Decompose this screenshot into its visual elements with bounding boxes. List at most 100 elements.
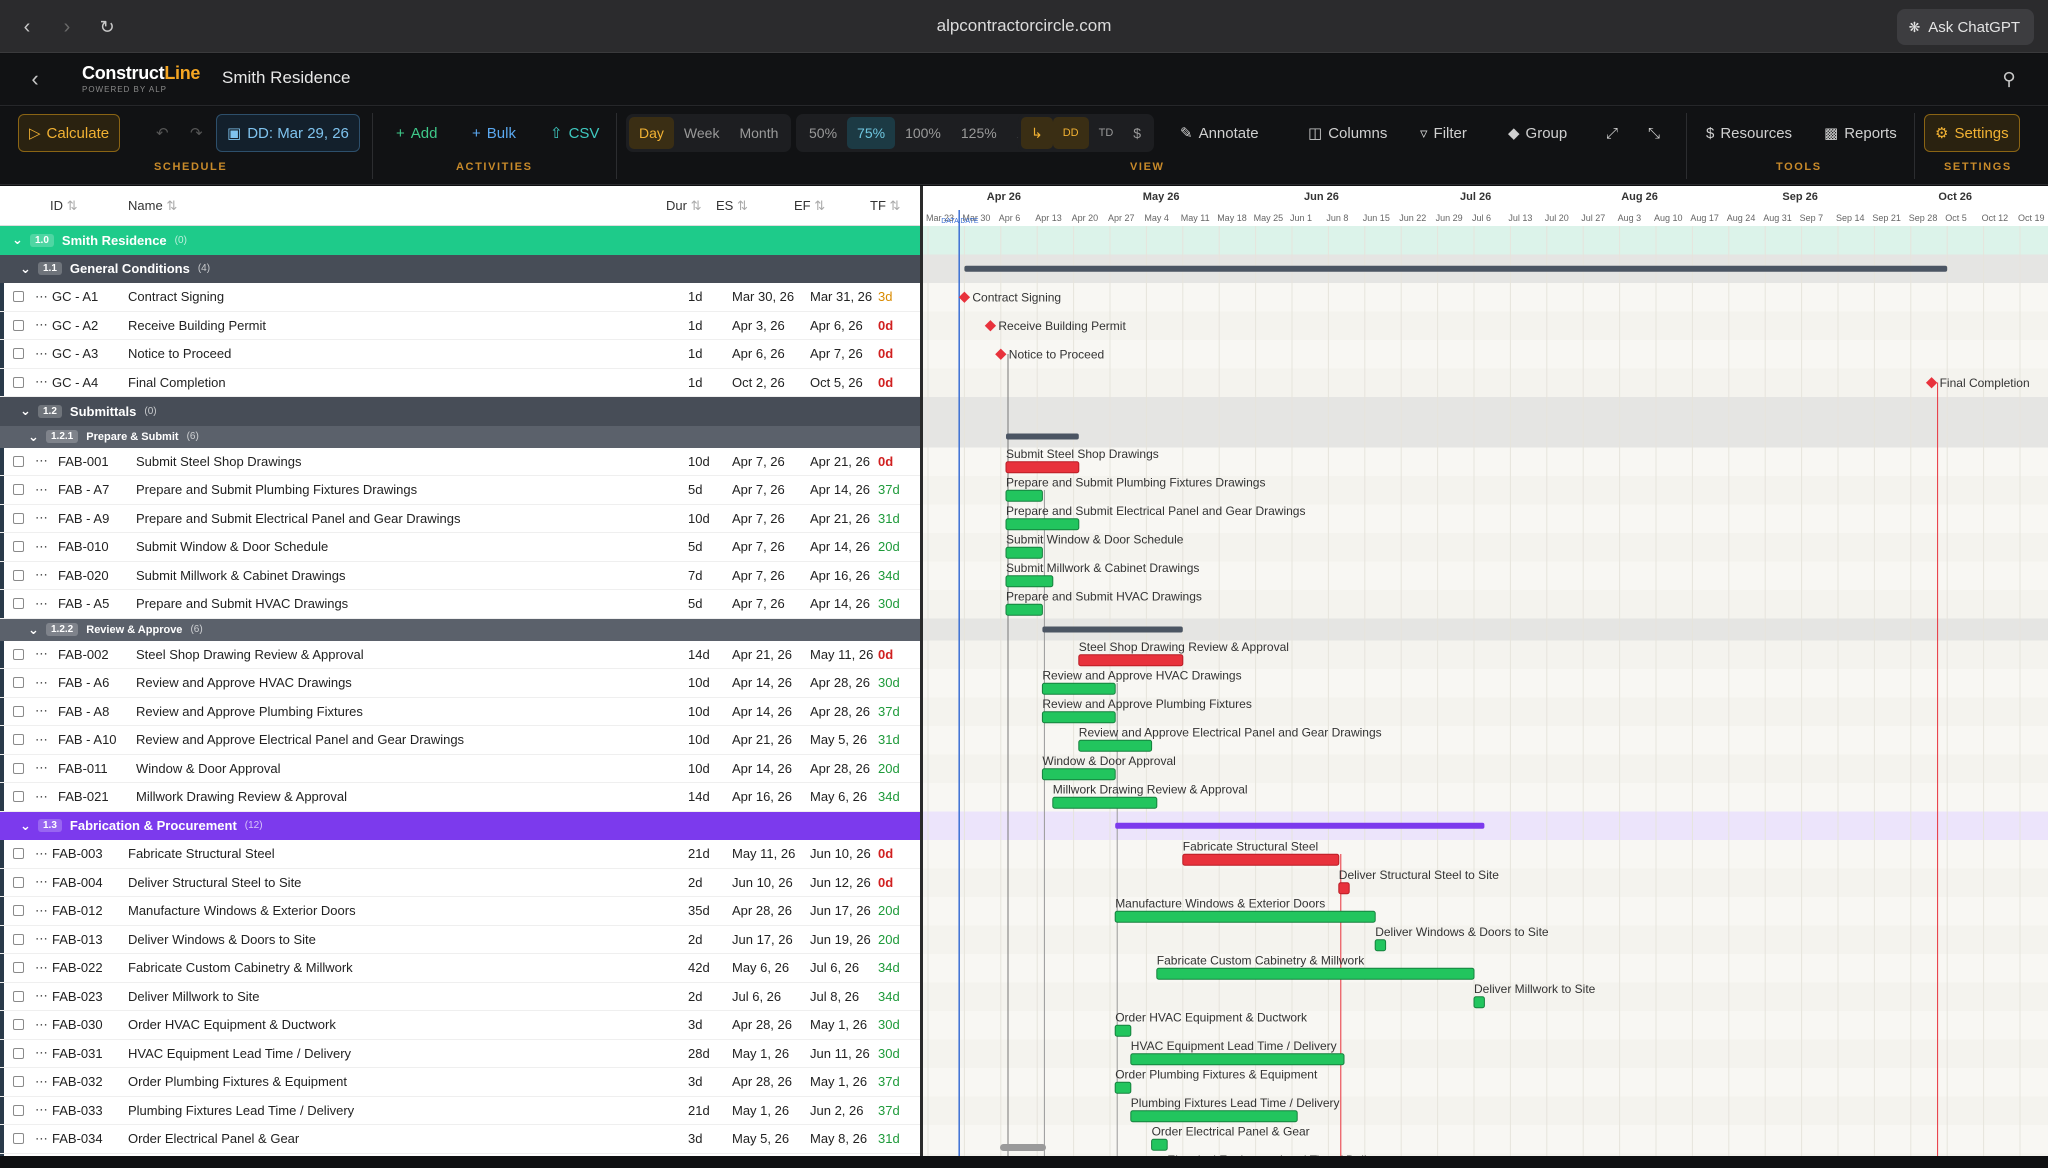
row-checkbox[interactable]	[13, 726, 24, 754]
table-row[interactable]: ⋯ GC - A3 Notice to Proceed 1d Apr 6, 26 Apr …	[0, 340, 922, 369]
csv-button[interactable]: ⇧ CSV	[540, 114, 609, 152]
table-row[interactable]: ⋯ FAB - A5 Prepare and Submit HVAC Drawing…	[0, 590, 922, 619]
td-toggle[interactable]: TD	[1098, 127, 1114, 139]
row-checkbox[interactable]	[13, 283, 24, 311]
row-checkbox[interactable]	[13, 983, 24, 1011]
table-row[interactable]: ⋯ FAB-012 Manufacture Windows & Exterior D…	[0, 897, 922, 926]
columns-button[interactable]: ◫ Columns	[1298, 114, 1397, 152]
table-row[interactable]: ⋯ FAB-002 Steel Shop Drawing Review & Appr…	[0, 640, 922, 669]
row-checkbox[interactable]	[13, 869, 24, 897]
row-checkbox[interactable]	[13, 641, 24, 669]
task-bar[interactable]	[1114, 1081, 1132, 1094]
row-menu-icon[interactable]: ⋯	[35, 731, 48, 747]
row-menu-icon[interactable]: ⋯	[35, 1130, 48, 1146]
table-row[interactable]: ⋯ FAB-003 Fabricate Structural Steel 21d May…	[0, 840, 922, 869]
table-row[interactable]: ⋯ FAB - A6 Review and Approve HVAC Drawing…	[0, 669, 922, 698]
row-menu-icon[interactable]: ⋯	[35, 874, 48, 890]
table-row[interactable]: ⋯ FAB-004 Deliver Structural Steel to Site…	[0, 868, 922, 897]
table-row[interactable]: ⋯ FAB-034 Order Electrical Panel & Gear 3d M…	[0, 1125, 922, 1154]
task-bar[interactable]	[1005, 461, 1080, 474]
col-name-header[interactable]: Name ⇅	[128, 198, 178, 213]
task-bar[interactable]	[1005, 546, 1043, 559]
row-checkbox[interactable]	[13, 1068, 24, 1096]
table-row[interactable]: ⋯ FAB-010 Submit Window & Door Schedule 5d A…	[0, 533, 922, 562]
add-button[interactable]: + Add	[386, 114, 447, 152]
data-date-button[interactable]: ▣ DD: Mar 29, 26	[216, 114, 360, 152]
table-row[interactable]: ⋯ FAB-020 Submit Millwork & Cabinet Drawin…	[0, 561, 922, 590]
row-menu-icon[interactable]: ⋯	[35, 481, 48, 497]
zoom-75[interactable]: 75%	[847, 117, 896, 149]
task-bar[interactable]	[1005, 489, 1043, 502]
row-menu-icon[interactable]: ⋯	[35, 1073, 48, 1089]
task-bar[interactable]	[1078, 654, 1184, 667]
row-menu-icon[interactable]: ⋯	[35, 538, 48, 554]
col-id-header[interactable]: ID ⇅	[50, 198, 78, 213]
task-bar[interactable]	[1005, 575, 1054, 588]
chevron-down-icon[interactable]: ⌄	[12, 232, 23, 248]
row-menu-icon[interactable]: ⋯	[35, 902, 48, 918]
scale-week[interactable]: Week	[683, 125, 720, 141]
task-bar[interactable]	[1156, 967, 1475, 980]
summary-bar[interactable]	[1042, 626, 1183, 633]
horizontal-scrollbar[interactable]	[1000, 1144, 1046, 1151]
row-menu-icon[interactable]: ⋯	[35, 374, 48, 390]
row-menu-icon[interactable]: ⋯	[35, 959, 48, 975]
table-row[interactable]: ⋯ FAB-023 Deliver Millwork to Site 2d Jul 6,…	[0, 982, 922, 1011]
group-row[interactable]: ⌄ 1.1 General Conditions (4)	[0, 254, 922, 283]
table-row[interactable]: ⋯ FAB-022 Fabricate Custom Cabinetry & Mil…	[0, 954, 922, 983]
reload-icon[interactable]: ↻	[99, 16, 115, 37]
row-menu-icon[interactable]: ⋯	[35, 288, 48, 304]
table-row[interactable]: ⋯ FAB-033 Plumbing Fixtures Lead Time / De…	[0, 1096, 922, 1125]
task-bar[interactable]	[1114, 1024, 1132, 1037]
row-menu-icon[interactable]: ⋯	[35, 845, 48, 861]
row-menu-icon[interactable]: ⋯	[35, 703, 48, 719]
table-row[interactable]: ⋯ GC - A2 Receive Building Permit 1d Apr 3, …	[0, 311, 922, 340]
chevron-down-icon[interactable]: ⌄	[20, 817, 31, 833]
table-row[interactable]: ⋯ FAB - A9 Prepare and Submit Electrical P…	[0, 504, 922, 533]
task-bar[interactable]	[1151, 1138, 1168, 1151]
row-checkbox[interactable]	[13, 954, 24, 982]
row-checkbox[interactable]	[13, 897, 24, 925]
row-checkbox[interactable]	[13, 783, 24, 811]
task-bar[interactable]	[1041, 682, 1116, 695]
row-menu-icon[interactable]: ⋯	[35, 931, 48, 947]
summary-bar[interactable]	[964, 265, 1948, 272]
table-row[interactable]: ⋯ FAB-032 Order Plumbing Fixtures & Equipm…	[0, 1068, 922, 1097]
row-checkbox[interactable]	[13, 1097, 24, 1125]
critical-path-icon[interactable]: ↳	[1021, 117, 1053, 149]
row-checkbox[interactable]	[13, 562, 24, 590]
row-checkbox[interactable]	[13, 590, 24, 618]
row-menu-icon[interactable]: ⋯	[35, 988, 48, 1004]
row-checkbox[interactable]	[13, 505, 24, 533]
chevron-down-icon[interactable]: ⌄	[20, 403, 31, 419]
row-menu-icon[interactable]: ⋯	[35, 317, 48, 333]
scale-month[interactable]: Month	[739, 125, 779, 141]
row-menu-icon[interactable]: ⋯	[35, 567, 48, 583]
table-row[interactable]: ⋯ FAB - A10 Review and Approve Electrical …	[0, 726, 922, 755]
app-logo[interactable]: ConstructLine POWERED BY ALP	[82, 63, 200, 94]
calculate-button[interactable]: ▷ Calculate	[18, 114, 121, 152]
chevron-down-icon[interactable]: ⌄	[28, 428, 39, 444]
milestone-marker[interactable]	[1925, 377, 1938, 389]
row-menu-icon[interactable]: ⋯	[35, 510, 48, 526]
expand-icon[interactable]: ⤢	[1606, 124, 1619, 142]
row-checkbox[interactable]	[13, 1011, 24, 1039]
table-row[interactable]: ⋯ FAB-011 Window & Door Approval 10d Apr 14,…	[0, 754, 922, 783]
scale-day[interactable]: Day	[629, 117, 674, 149]
col-ef-header[interactable]: EF ⇅	[794, 198, 826, 213]
task-bar[interactable]	[1041, 711, 1116, 724]
task-bar[interactable]	[1473, 996, 1485, 1009]
table-row[interactable]: ⋯ FAB - A7 Prepare and Submit Plumbing Fix…	[0, 476, 922, 505]
row-menu-icon[interactable]: ⋯	[35, 646, 48, 662]
col-tf-header[interactable]: TF ⇅	[870, 198, 901, 213]
row-menu-icon[interactable]: ⋯	[35, 788, 48, 804]
group-button[interactable]: ◆ Group	[1498, 114, 1577, 152]
zoom-50[interactable]: 50%	[809, 125, 838, 141]
row-checkbox[interactable]	[13, 840, 24, 868]
group-row[interactable]: ⌄ 1.3 Fabrication & Procurement (12)	[0, 811, 922, 840]
table-row[interactable]: ⋯ GC - A4 Final Completion 1d Oct 2, 26 Oct 5…	[0, 368, 922, 397]
pane-splitter[interactable]	[920, 186, 923, 1156]
dollar-icon[interactable]: $	[1133, 125, 1142, 141]
redo-button[interactable]: ↷	[190, 125, 203, 142]
resources-button[interactable]: $ Resources	[1696, 114, 1802, 152]
